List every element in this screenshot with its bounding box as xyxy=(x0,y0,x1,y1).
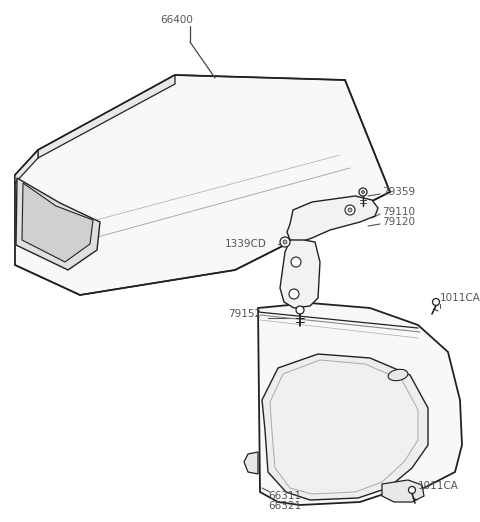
Polygon shape xyxy=(382,480,424,502)
Polygon shape xyxy=(15,75,390,295)
Polygon shape xyxy=(244,452,258,474)
Circle shape xyxy=(289,289,299,299)
Text: 79152: 79152 xyxy=(228,309,261,319)
Circle shape xyxy=(345,205,355,215)
Text: 79120: 79120 xyxy=(382,217,415,227)
Polygon shape xyxy=(38,75,175,158)
Polygon shape xyxy=(280,240,320,308)
Circle shape xyxy=(361,191,364,194)
Text: 1011CA: 1011CA xyxy=(418,481,459,491)
Circle shape xyxy=(432,299,440,305)
Text: 79110: 79110 xyxy=(382,207,415,217)
Text: 66400: 66400 xyxy=(160,15,193,25)
Text: 66311: 66311 xyxy=(268,491,301,501)
Circle shape xyxy=(408,487,416,493)
Polygon shape xyxy=(270,360,418,494)
Circle shape xyxy=(283,240,287,244)
Circle shape xyxy=(359,188,367,196)
Circle shape xyxy=(291,257,301,267)
Text: 1011CA: 1011CA xyxy=(440,293,480,303)
Polygon shape xyxy=(22,183,93,262)
Polygon shape xyxy=(287,196,378,242)
Text: 1339CD: 1339CD xyxy=(225,239,267,249)
Polygon shape xyxy=(262,354,428,500)
Circle shape xyxy=(296,306,304,314)
Text: 79359: 79359 xyxy=(382,187,415,197)
Polygon shape xyxy=(15,150,38,183)
Circle shape xyxy=(280,237,290,247)
Text: 66321: 66321 xyxy=(268,501,301,511)
Polygon shape xyxy=(258,303,462,505)
Circle shape xyxy=(348,208,352,212)
Polygon shape xyxy=(16,178,100,270)
Ellipse shape xyxy=(388,369,408,381)
